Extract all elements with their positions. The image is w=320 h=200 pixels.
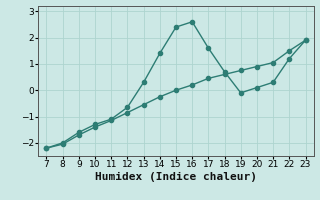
X-axis label: Humidex (Indice chaleur): Humidex (Indice chaleur) bbox=[95, 172, 257, 182]
